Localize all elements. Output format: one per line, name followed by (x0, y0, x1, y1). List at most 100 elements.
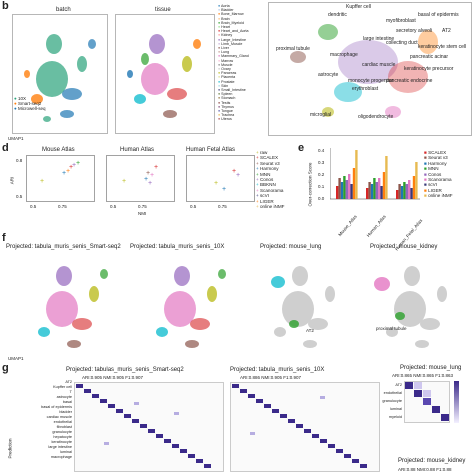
row-label: T (69, 390, 72, 394)
panel-d-xtick: 0.5 (30, 204, 37, 209)
tissue-legend-item: ● Spleen (218, 92, 233, 97)
celltype-label: basal of epidermis (418, 12, 459, 18)
panel-g-row-labels: AT2 Kupffer cell T astrocyte basal basal… (24, 380, 72, 460)
panel-f-letter: f (2, 232, 6, 244)
legend-scvi: scVI (259, 193, 269, 199)
tissue-legend-item: ● Kidney (218, 33, 233, 38)
panel-d-ytick: 0.5 (16, 194, 23, 199)
legend-mnn: MNN (259, 171, 271, 177)
row-label: keratinocyte (51, 440, 72, 444)
panel-f-umap-3 (271, 266, 335, 348)
panel-d-letter: d (2, 142, 9, 154)
celltype-label: collecting duct (386, 40, 418, 46)
celltype-label: macrophage (330, 52, 358, 58)
heatmap-2-diagonal (232, 384, 367, 468)
row-label: granulocyte (52, 430, 72, 434)
svg-text:+: + (154, 164, 158, 171)
tissue-legend-item: ● Limb_Muscle (218, 41, 243, 46)
celltype-label: myofibroblast (386, 18, 416, 24)
svg-text:+: + (72, 162, 76, 169)
panel-d-ylabel: ARI (9, 176, 15, 185)
panel-d-xtick: 0.75 (138, 204, 147, 209)
panel-d-title-human: Human Atlas (120, 147, 155, 153)
tissue-legend-item: ● Brain_Myeloid (218, 20, 244, 25)
mouse-atlas-bars (336, 150, 358, 199)
panel-d-xtick: 0.5 (110, 204, 117, 209)
legend-conos: Conos (259, 177, 274, 183)
panel-g-title-1: Projected: tabulas_muris_senis_Smart-seq… (66, 367, 184, 373)
celltype-label: pancreatic acinar (410, 54, 449, 60)
mouse-atlas-markers: + + + + + + (40, 160, 80, 185)
batch-legend-microwell: Microwell-seq (17, 106, 46, 111)
panel-e-xtick: Mouse_Atlas (337, 214, 358, 238)
human-atlas-bars (366, 156, 388, 199)
celltype-label: keratinocyte precursor (404, 66, 454, 72)
legend-scalex: SCALEX (259, 155, 279, 161)
svg-text:+: + (148, 180, 152, 187)
tissue-legend-item: ● Stomach (218, 96, 236, 101)
panel-e-ytick: 0.1 (318, 184, 325, 189)
svg-text:+: + (144, 176, 148, 183)
row-label: large intestine (48, 445, 72, 449)
tissue-legend-item: ● Bladder (218, 8, 234, 13)
tissue-legend-item: ● Prostate (218, 79, 235, 84)
tissue-legend-item: ● Pancreas (218, 71, 237, 76)
svg-text:+: + (214, 180, 218, 187)
tissue-legend-item: ● Aorta (218, 4, 230, 8)
celltype-label: secretory alveoli (396, 28, 433, 34)
legend-online-inmf: online iNMF (259, 204, 285, 210)
panel-e-ytick: 0.0 (318, 196, 325, 201)
legend-scanorama: Scanorama (259, 187, 284, 193)
panel-c-celltype-umap (268, 2, 472, 136)
celltype-label: Kupffer cell (346, 4, 371, 10)
panel-f-annotation-proximal-tubule: proximal tubule (376, 326, 407, 331)
panel-g-heatmap-3 (404, 381, 450, 423)
panel-g-metrics-1: ARI:0.905 NMI:0.905 F1:0.907 (82, 375, 144, 380)
celltype-label: microglial (310, 112, 332, 118)
row-label: macrophage (50, 455, 72, 459)
panel-f-annotation-at2: AT2 (306, 328, 314, 333)
panel-e-letter: e (298, 142, 305, 154)
panel-f-umap-4 (374, 266, 447, 348)
tissue-legend-item: ● Testis (218, 100, 231, 105)
tissue-legend-item: ● Thymus (218, 104, 234, 109)
panel-f-umap-2 (156, 266, 226, 348)
panel-e-xtick: Human_Atlas (365, 214, 387, 238)
svg-text:+: + (62, 170, 66, 177)
svg-text:+: + (150, 172, 154, 179)
panel-b-tissue-umap (115, 14, 215, 134)
panel-e-legend: ■ SCALEX ■ Seurat v3 ■ Harmony ■ MNN ■ C… (424, 150, 453, 199)
celltype-label: astrocyte (318, 72, 339, 78)
panel-f-title-2: Projected: tabula_muris_senis_10X (130, 244, 225, 250)
legend-seurat: Seurat v3 (259, 160, 280, 166)
tissue-legend-item: ● Bone_Marrow (218, 12, 244, 17)
panel-d-title-fetal: Human Fetal Atlas (186, 147, 236, 153)
panel-c-labels: Kupffer cell dendritic myofibroblast bas… (268, 2, 472, 136)
panel-g-letter: g (2, 362, 9, 374)
lung-row-label: granulocyte (382, 399, 402, 403)
panel-d-legend: + raw + SCALEX + Seurat v3 + Harmony + M… (256, 150, 285, 210)
row-label: luminal (59, 450, 72, 454)
tissue-legend-item: ● Placenta (218, 75, 236, 80)
tissue-legend-item: ● Heart_and_Aorta (218, 29, 249, 34)
celltype-label: dendritic (328, 12, 347, 18)
tissue-legend-item: ● Liver (218, 46, 229, 51)
celltype-label: AT2 (442, 28, 451, 34)
row-label: hepatocyte (53, 435, 72, 439)
panel-d-plots: + + + + + + + + + + + + + + + + (26, 155, 255, 202)
tissue-legend-item: ● Small_Intestine (218, 88, 246, 93)
celltype-label: erythroblast (352, 86, 379, 92)
panel-g-heatmap-1 (74, 382, 224, 472)
legend-liger: LIGER (259, 198, 274, 204)
panel-e-ylabel: Over-correction Score (307, 162, 313, 207)
tissue-legend-item: ● Uterus (218, 117, 232, 122)
tissue-legend-item: ● Brain (218, 16, 230, 21)
tissue-legend-item: ● Tongue (218, 109, 233, 114)
svg-text:+: + (76, 160, 80, 167)
batch-legend: ● 10X ● Smart-seq2 ● Microwell-seq (14, 96, 46, 111)
row-label: AT2 (65, 380, 72, 384)
celltype-label: oligodendrocyte (358, 114, 394, 120)
row-label: bladder (59, 410, 72, 414)
tissue-legend: ● Aorta ● Bladder ● Bone_Marrow ● Brain … (218, 4, 266, 122)
celltype-label: pancreatic endocrine (386, 78, 433, 84)
